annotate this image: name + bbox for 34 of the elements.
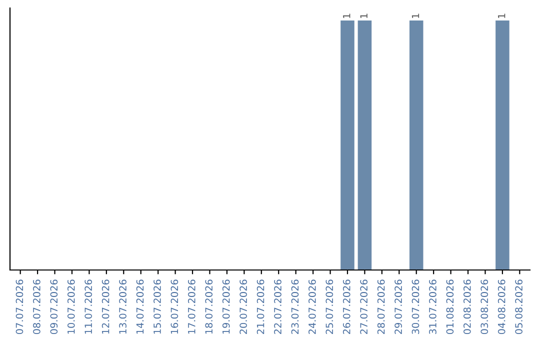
- x-tick-label: 25.07.2026: [326, 280, 334, 334]
- x-tick-label: 17.07.2026: [188, 280, 196, 334]
- x-tick-label: 13.07.2026: [119, 280, 126, 334]
- x-tick-label: 14.07.2026: [136, 280, 144, 334]
- x-tick-label: 05.08.2026: [515, 280, 522, 334]
- x-tick-label: 04.08.2026: [498, 280, 506, 334]
- x-tick-label: 30.07.2026: [412, 280, 420, 334]
- x-tick-label: 09.07.2026: [50, 280, 58, 334]
- data-label: 1: [412, 14, 420, 18]
- x-tick-label: 21.07.2026: [256, 280, 264, 334]
- x-tick-label: 29.07.2026: [394, 280, 402, 334]
- x-tick-label: 15.07.2026: [154, 280, 161, 334]
- x-tick-label: 23.07.2026: [291, 280, 299, 334]
- x-tick-label: 12.07.2026: [102, 280, 110, 334]
- x-tick-label: 18.07.2026: [205, 280, 213, 334]
- x-tick-label: 20.07.2026: [240, 280, 247, 334]
- data-label: 1: [498, 14, 506, 18]
- x-tick-label: 07.07.2026: [16, 280, 24, 334]
- x-tick-label: 08.07.2026: [33, 280, 40, 334]
- x-tick-label: 16.07.2026: [170, 280, 178, 334]
- data-label: 1: [343, 14, 350, 18]
- x-tick-label: 11.07.2026: [84, 280, 92, 334]
- x-tick-label: 02.08.2026: [463, 280, 471, 334]
- x-tick-label: 01.08.2026: [446, 280, 454, 334]
- x-tick-label: 22.07.2026: [274, 280, 282, 334]
- x-tick-label: 10.07.2026: [67, 280, 75, 334]
- x-tick-label: 03.08.2026: [480, 280, 488, 334]
- x-tick-label: 24.07.2026: [308, 280, 316, 334]
- x-tick-label: 28.07.2026: [377, 280, 385, 334]
- x-tick-label: 26.07.2026: [342, 280, 350, 334]
- x-tick-label: 19.07.2026: [222, 280, 230, 334]
- data-label: 1: [360, 14, 368, 18]
- x-tick-label: 27.07.2026: [360, 280, 368, 334]
- x-tick-label: 31.07.2026: [429, 280, 436, 334]
